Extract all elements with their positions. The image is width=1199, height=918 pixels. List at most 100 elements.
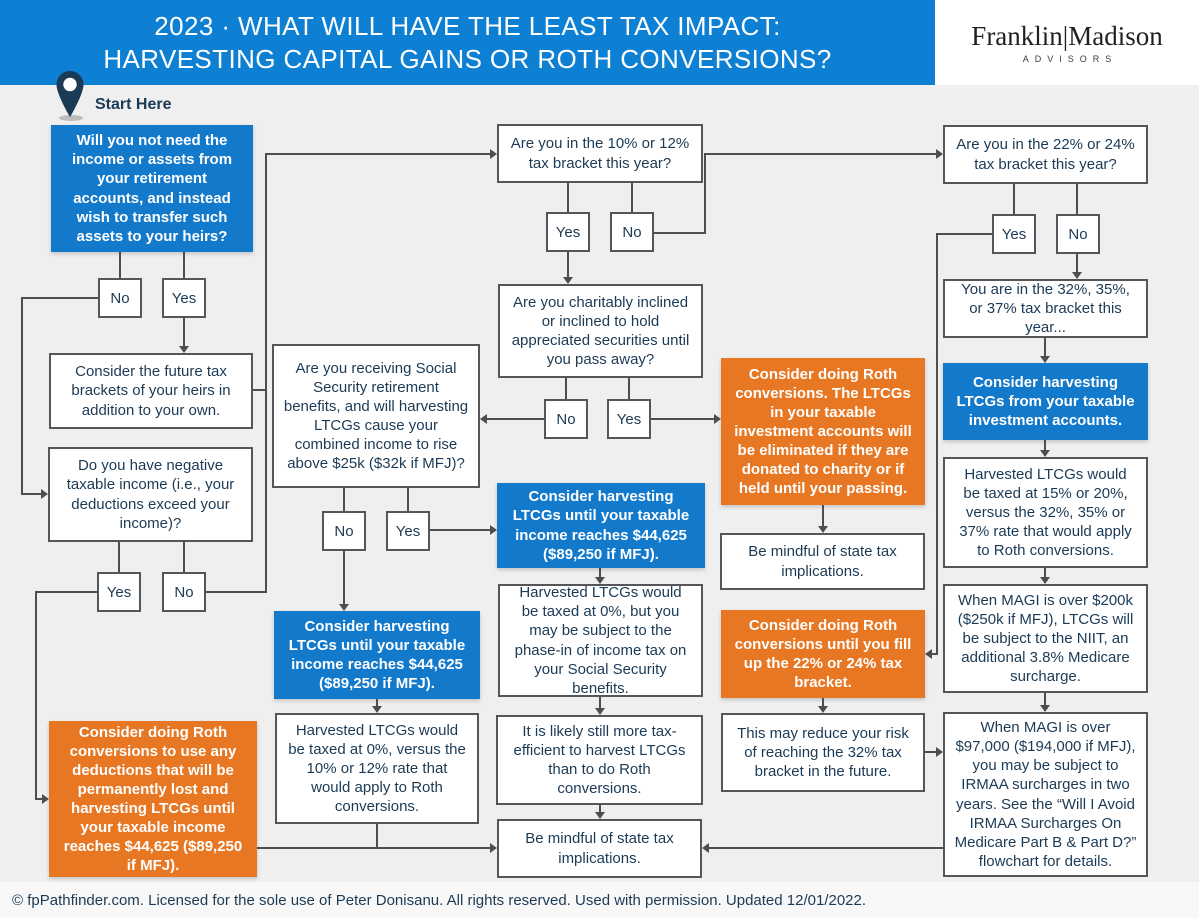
- node-harvest-taxable: Consider harvesting LTCGs from your taxa…: [943, 363, 1148, 440]
- connector-line: [206, 591, 267, 593]
- node-consider-heirs: Consider the future tax brackets of your…: [49, 353, 253, 429]
- connector-line: [599, 697, 601, 708]
- connector-line: [21, 297, 23, 495]
- brand-logo: Franklin|Madison ADVISORS: [935, 0, 1199, 85]
- connector-line: [35, 591, 37, 800]
- connector-line: [631, 183, 633, 212]
- connector-line: [599, 568, 601, 577]
- node-state-tax-right: Be mindful of state tax implications.: [720, 533, 925, 590]
- arrow-head: [179, 346, 189, 353]
- answer-no-1012: No: [610, 212, 654, 252]
- brand-name: Franklin|Madison: [971, 21, 1163, 51]
- node-bracket-32-35-37: You are in the 32%, 35%, or 37% tax brac…: [943, 279, 1148, 338]
- node-taxed-15-20: Harvested LTCGs would be taxed at 15% or…: [943, 457, 1148, 568]
- connector-line: [22, 297, 98, 299]
- node-still-more-efficient: It is likely still more tax-efficient to…: [496, 715, 703, 805]
- arrow-head: [1040, 577, 1050, 584]
- connector-line: [1044, 693, 1046, 705]
- page-title-line2: HARVESTING CAPITAL GAINS OR ROTH CONVERS…: [103, 43, 832, 74]
- arrow-head: [936, 747, 943, 757]
- connector-line: [376, 699, 378, 706]
- connector-line: [1044, 440, 1046, 450]
- answer-yes-1012: Yes: [546, 212, 590, 252]
- answer-no-retirement: No: [98, 278, 142, 318]
- connector-line: [599, 805, 601, 812]
- connector-line: [183, 542, 185, 572]
- connector-line: [430, 529, 490, 531]
- header-banner: 2023 · WHAT WILL HAVE THE LEAST TAX IMPA…: [0, 0, 935, 85]
- connector-line: [253, 389, 267, 391]
- connector-line: [565, 378, 567, 399]
- start-here-label: Start Here: [95, 96, 172, 113]
- arrow-head: [490, 525, 497, 535]
- connector-line: [22, 493, 41, 495]
- pin-shadow: [59, 115, 83, 121]
- connector-line: [118, 542, 120, 572]
- connector-line: [932, 653, 938, 655]
- connector-line: [1013, 184, 1015, 214]
- node-q-22-24-bracket: Are you in the 22% or 24% tax bracket th…: [943, 125, 1148, 184]
- connector-line: [925, 751, 936, 753]
- arrow-head: [563, 277, 573, 284]
- connector-line: [183, 252, 185, 278]
- answer-yes-charitable: Yes: [607, 399, 651, 439]
- connector-line: [822, 698, 824, 706]
- answer-yes-2224: Yes: [992, 214, 1036, 254]
- connector-line: [183, 318, 185, 346]
- connector-line: [704, 153, 706, 233]
- node-q-social-security: Are you receiving Social Security retire…: [272, 344, 480, 488]
- answer-no-social-security: No: [322, 511, 366, 551]
- connector-line: [487, 418, 544, 420]
- connector-line: [257, 847, 490, 849]
- connector-line: [706, 153, 936, 155]
- connector-line: [822, 505, 824, 526]
- connector-line: [343, 551, 345, 604]
- arrow-head: [595, 577, 605, 584]
- node-q-charitable: Are you charitably inclined or inclined …: [498, 284, 703, 378]
- arrow-head: [714, 414, 721, 424]
- connector-line: [1076, 184, 1078, 214]
- connector-line: [265, 153, 267, 593]
- node-roth-charity: Consider doing Roth conversions. The LTC…: [721, 358, 925, 505]
- connector-line: [36, 591, 97, 593]
- footer-bar: © fpPathfinder.com. Licensed for the sol…: [0, 882, 1199, 918]
- arrow-head: [1040, 705, 1050, 712]
- answer-no-charitable: No: [544, 399, 588, 439]
- node-q-retirement: Will you not need the income or assets f…: [51, 125, 253, 252]
- connector-line: [119, 252, 121, 278]
- connector-line: [1044, 568, 1046, 577]
- connector-line: [1044, 338, 1046, 356]
- arrow-head: [1040, 356, 1050, 363]
- arrow-head: [42, 794, 49, 804]
- connector-line: [407, 488, 409, 511]
- connector-line: [936, 233, 938, 654]
- node-reduce-risk-32: This may reduce your risk of reaching th…: [721, 713, 925, 792]
- answer-no-2224: No: [1056, 214, 1100, 254]
- connector-line: [654, 232, 706, 234]
- node-taxed-0-vs-1012: Harvested LTCGs would be taxed at 0%, ve…: [275, 713, 479, 824]
- arrow-head: [41, 489, 48, 499]
- connector-line: [937, 233, 992, 235]
- node-q-negative-income: Do you have negative taxable income (i.e…: [48, 447, 253, 542]
- connector-line: [36, 798, 42, 800]
- node-harvest-44625-left: Consider harvesting LTCGs until your tax…: [274, 611, 480, 699]
- answer-no-negative-income: No: [162, 572, 206, 612]
- connector-line: [651, 418, 714, 420]
- arrow-head: [1072, 272, 1082, 279]
- arrow-head: [595, 708, 605, 715]
- connector-line: [267, 153, 490, 155]
- connector-line: [567, 183, 569, 212]
- node-roth-fill-2224: Consider doing Roth conversions until yo…: [721, 610, 925, 698]
- node-state-tax-mid: Be mindful of state tax implications.: [497, 819, 702, 878]
- connector-line: [1076, 254, 1078, 272]
- node-magi-97k: When MAGI is over $97,000 ($194,000 if M…: [943, 712, 1148, 877]
- answer-yes-retirement: Yes: [162, 278, 206, 318]
- connector-line: [567, 252, 569, 277]
- arrow-head: [818, 706, 828, 713]
- node-q-10-12-bracket: Are you in the 10% or 12% tax bracket th…: [497, 124, 703, 183]
- connector-line: [709, 847, 943, 849]
- arrow-head: [818, 526, 828, 533]
- brand-subtitle: ADVISORS: [1022, 54, 1118, 64]
- arrow-head: [490, 149, 497, 159]
